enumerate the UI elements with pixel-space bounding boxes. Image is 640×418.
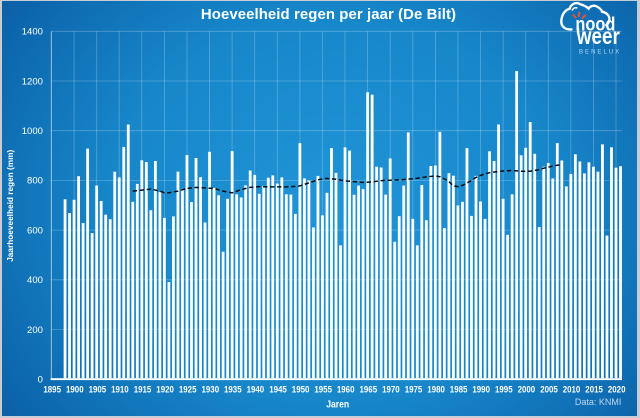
svg-text:1975: 1975 <box>405 385 423 395</box>
svg-text:BENELUX: BENELUX <box>579 49 619 55</box>
svg-text:1960: 1960 <box>337 385 355 395</box>
svg-text:1970: 1970 <box>382 385 400 395</box>
svg-text:nood: nood <box>575 15 615 36</box>
svg-text:1940: 1940 <box>247 385 265 395</box>
svg-text:1915: 1915 <box>134 385 152 395</box>
svg-text:1900: 1900 <box>66 385 84 395</box>
svg-text:1985: 1985 <box>450 385 468 395</box>
svg-text:1905: 1905 <box>89 385 107 395</box>
svg-text:1895: 1895 <box>43 385 61 395</box>
svg-text:200: 200 <box>27 325 43 336</box>
svg-text:1945: 1945 <box>269 385 287 395</box>
svg-text:2020: 2020 <box>608 385 626 395</box>
svg-text:Hoeveelheid regen per jaar (De: Hoeveelheid regen per jaar (De Bilt) <box>201 7 456 23</box>
svg-text:2005: 2005 <box>540 385 558 395</box>
svg-text:Jaarhoeveelheid regen (mm): Jaarhoeveelheid regen (mm) <box>5 150 15 262</box>
svg-text:weer: weer <box>576 23 620 49</box>
svg-text:Data: KNMI: Data: KNMI <box>575 397 622 407</box>
svg-text:1955: 1955 <box>314 385 332 395</box>
svg-text:2015: 2015 <box>585 385 603 395</box>
svg-text:0: 0 <box>38 375 43 386</box>
svg-text:2010: 2010 <box>563 385 581 395</box>
svg-text:1930: 1930 <box>202 385 220 395</box>
svg-text:800: 800 <box>27 176 43 187</box>
svg-text:1965: 1965 <box>360 385 378 395</box>
svg-text:Jaren: Jaren <box>326 399 349 411</box>
svg-text:1400: 1400 <box>22 27 43 38</box>
svg-text:1935: 1935 <box>224 385 242 395</box>
svg-text:1200: 1200 <box>22 76 43 87</box>
svg-text:1950: 1950 <box>292 385 310 395</box>
svg-text:1990: 1990 <box>472 385 490 395</box>
svg-text:400: 400 <box>27 275 43 286</box>
svg-text:1000: 1000 <box>22 126 43 137</box>
svg-text:600: 600 <box>27 225 43 236</box>
svg-text:1910: 1910 <box>111 385 129 395</box>
svg-text:1925: 1925 <box>179 385 197 395</box>
svg-text:1980: 1980 <box>427 385 445 395</box>
svg-text:1920: 1920 <box>156 385 174 395</box>
svg-text:2000: 2000 <box>518 385 536 395</box>
svg-text:1995: 1995 <box>495 385 513 395</box>
